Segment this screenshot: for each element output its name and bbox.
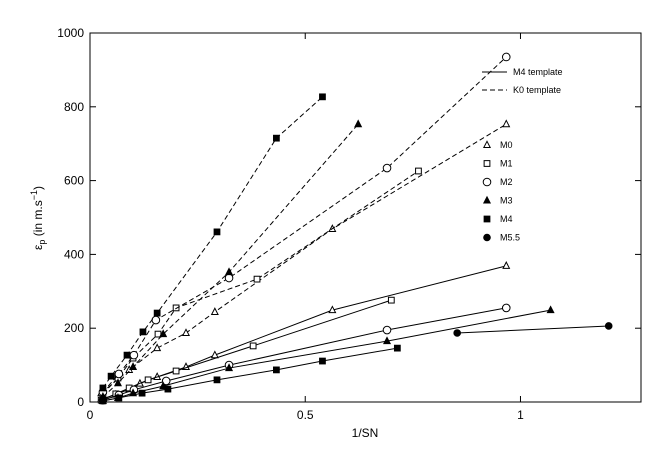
data-point bbox=[151, 315, 161, 325]
data-point bbox=[453, 329, 461, 337]
x-tick-label: 0.5 bbox=[297, 408, 314, 422]
y-tick-label: 1000 bbox=[57, 26, 84, 40]
data-point bbox=[159, 329, 168, 338]
data-point bbox=[387, 296, 395, 304]
data-point bbox=[115, 394, 123, 402]
series-line bbox=[102, 170, 419, 395]
y-tick-label: 0 bbox=[77, 395, 84, 409]
y-label-part: (in m.s bbox=[31, 200, 45, 239]
legend-label: M4 bbox=[500, 214, 513, 224]
series-line bbox=[102, 56, 507, 393]
data-point bbox=[213, 376, 221, 384]
data-point bbox=[114, 369, 124, 379]
data-point bbox=[273, 366, 280, 374]
data-point bbox=[139, 328, 147, 336]
data-point bbox=[328, 305, 337, 314]
y-label-part: p bbox=[37, 240, 47, 245]
legend-marker bbox=[483, 160, 491, 167]
data-point bbox=[144, 376, 152, 384]
legend-marker bbox=[482, 140, 492, 149]
series-line bbox=[102, 96, 323, 389]
data-point bbox=[164, 385, 172, 393]
data-point bbox=[107, 372, 115, 380]
y-tick-label: 400 bbox=[64, 247, 84, 261]
data-point bbox=[382, 163, 392, 173]
data-point bbox=[319, 93, 326, 101]
y-label-part: ) bbox=[31, 186, 45, 190]
y-tick-label: 800 bbox=[64, 100, 84, 114]
data-point bbox=[213, 228, 221, 236]
legend-label: M2 bbox=[500, 177, 513, 187]
y-label-part: −1 bbox=[29, 190, 39, 200]
legend-label: M4 template bbox=[513, 67, 563, 77]
data-point bbox=[382, 325, 392, 335]
legend-label: M5.5 bbox=[500, 233, 520, 243]
legend-label: M3 bbox=[500, 196, 513, 206]
series-line bbox=[102, 123, 359, 398]
data-point bbox=[546, 305, 555, 314]
data-point bbox=[99, 397, 107, 405]
data-point bbox=[225, 267, 234, 276]
data-point bbox=[415, 167, 422, 175]
data-point bbox=[172, 367, 180, 375]
data-point bbox=[253, 275, 261, 283]
legend-marker bbox=[482, 177, 492, 187]
legend-marker bbox=[483, 233, 491, 242]
data-point bbox=[225, 363, 234, 372]
y-axis-label: εp (in m.s−1) bbox=[29, 186, 47, 250]
data-point bbox=[210, 350, 219, 359]
data-point bbox=[113, 378, 122, 387]
x-tick-label: 0 bbox=[87, 408, 94, 422]
data-point bbox=[393, 344, 401, 352]
data-point bbox=[319, 357, 326, 365]
data-point bbox=[138, 389, 146, 397]
x-tick-label: 1 bbox=[517, 408, 524, 422]
data-point bbox=[210, 307, 219, 316]
data-point bbox=[383, 336, 392, 345]
data-point bbox=[501, 52, 511, 62]
y-tick-label: 200 bbox=[64, 321, 84, 335]
data-point bbox=[153, 309, 161, 317]
data-point bbox=[181, 328, 191, 337]
data-point bbox=[273, 134, 280, 142]
data-point bbox=[502, 261, 511, 269]
legend-marker bbox=[482, 195, 492, 204]
data-point bbox=[129, 350, 139, 360]
series-line bbox=[100, 299, 392, 401]
y-tick-label: 600 bbox=[64, 174, 84, 188]
data-point bbox=[129, 388, 138, 397]
legend-marker bbox=[483, 215, 491, 223]
legend-label: M0 bbox=[500, 140, 513, 150]
x-axis-label: 1/SN bbox=[352, 426, 379, 440]
data-point bbox=[129, 362, 138, 371]
data-point bbox=[354, 119, 363, 128]
data-point bbox=[161, 376, 171, 386]
y-label-part: ε bbox=[31, 244, 45, 250]
data-point bbox=[502, 119, 511, 128]
series-line bbox=[102, 347, 398, 402]
data-point bbox=[224, 273, 234, 283]
data-point bbox=[604, 322, 613, 330]
legend-label: K0 template bbox=[513, 85, 561, 95]
data-point bbox=[99, 384, 107, 392]
plot-frame bbox=[89, 32, 642, 403]
series-line bbox=[100, 123, 507, 394]
legend-label: M1 bbox=[500, 159, 513, 169]
data-point bbox=[501, 303, 511, 313]
data-point bbox=[153, 343, 162, 352]
series-line bbox=[457, 325, 609, 334]
data-point bbox=[249, 342, 257, 350]
data-point bbox=[123, 351, 131, 359]
